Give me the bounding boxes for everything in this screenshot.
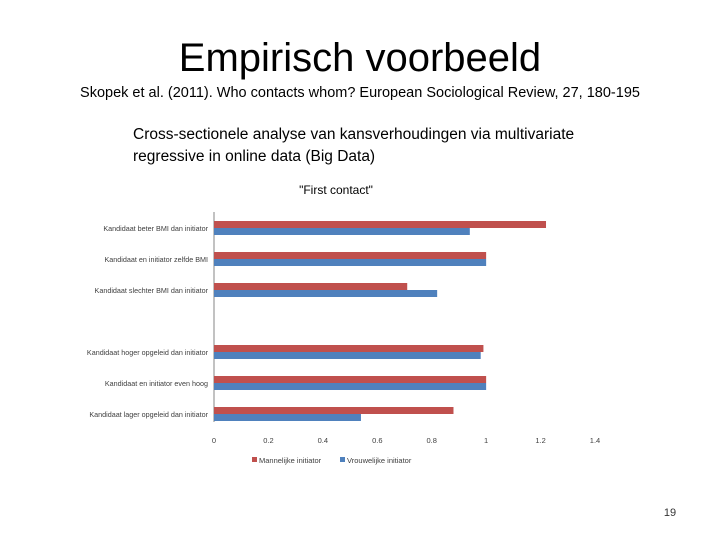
category-label: Kandidaat beter BMI dan initiator bbox=[103, 224, 208, 233]
bar-mannelijke-2 bbox=[214, 283, 408, 290]
bar-vrouwelijke-2 bbox=[214, 290, 438, 297]
x-tick-label: 0.6 bbox=[372, 436, 382, 445]
bar-mannelijke-1 bbox=[214, 252, 487, 259]
bar-mannelijke-4 bbox=[214, 345, 484, 352]
slide-title: Empirisch voorbeeld bbox=[178, 36, 542, 80]
x-tick-label: 1.2 bbox=[535, 436, 545, 445]
category-label: Kandidaat hoger opgeleid dan initiator bbox=[87, 348, 209, 357]
bar-vrouwelijke-5 bbox=[214, 383, 487, 390]
bar-vrouwelijke-1 bbox=[214, 259, 487, 266]
slide-body-text: Cross-sectionele analyse van kansverhoud… bbox=[133, 126, 575, 165]
x-tick-label: 0.2 bbox=[263, 436, 273, 445]
bar-mannelijke-6 bbox=[214, 407, 454, 414]
category-label: Kandidaat lager opgeleid dan initiator bbox=[89, 410, 208, 419]
x-tick-label: 1 bbox=[484, 436, 488, 445]
bar-vrouwelijke-6 bbox=[214, 414, 361, 421]
legend-swatch-0 bbox=[252, 457, 257, 462]
bar-mannelijke-0 bbox=[214, 221, 547, 228]
bar-mannelijke-5 bbox=[214, 376, 487, 383]
slide-subtitle: Skopek et al. (2011). Who contacts whom?… bbox=[80, 85, 640, 101]
category-label: Kandidaat slechter BMI dan initiator bbox=[95, 286, 209, 295]
legend-swatch-1 bbox=[340, 457, 345, 462]
category-label: Kandidaat en initiator even hoog bbox=[105, 379, 208, 388]
x-tick-label: 0.8 bbox=[426, 436, 436, 445]
bar-vrouwelijke-4 bbox=[214, 352, 481, 359]
page-number: 19 bbox=[663, 507, 677, 519]
x-tick-label: 1.4 bbox=[590, 436, 600, 445]
bar-vrouwelijke-0 bbox=[214, 228, 470, 235]
category-label: Kandidaat en initiator zelfde BMI bbox=[105, 255, 208, 264]
legend-label-1: Vrouwelijke initiator bbox=[347, 456, 412, 465]
chart-title: "First contact" bbox=[299, 183, 373, 197]
x-tick-label: 0.4 bbox=[318, 436, 328, 445]
x-tick-label: 0 bbox=[212, 436, 216, 445]
legend-label-0: Mannelijke initiator bbox=[259, 456, 322, 465]
